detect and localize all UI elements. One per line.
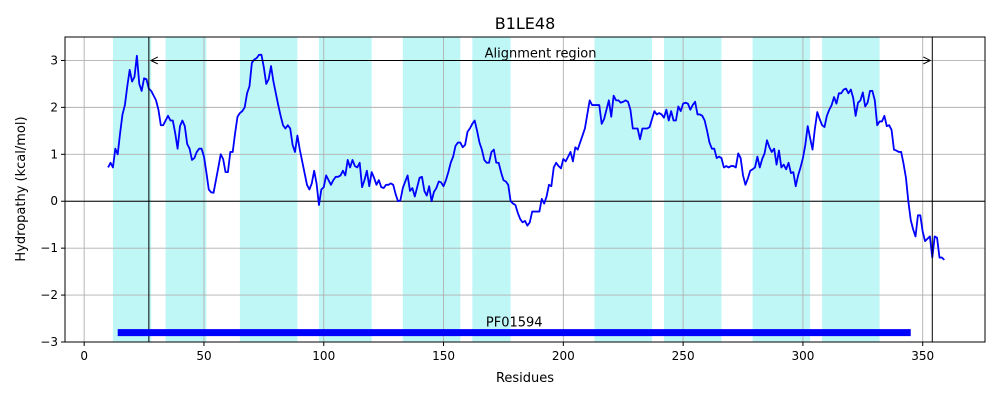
helix-region-4 bbox=[318, 37, 372, 342]
domain-label: PF01594 bbox=[486, 316, 543, 331]
x-axis-ticks: 0 50 100 150 200 250 300 350 bbox=[80, 342, 934, 363]
y-tick-label: 0 bbox=[50, 194, 58, 208]
helix-region-8 bbox=[663, 37, 722, 342]
alignment-region: Alignment region bbox=[148, 37, 933, 342]
x-tick-label: 50 bbox=[196, 349, 211, 363]
helix-region-2 bbox=[165, 37, 207, 342]
x-tick-label: 0 bbox=[80, 349, 88, 363]
alignment-arrow-head-left bbox=[149, 56, 159, 65]
helix-region-6 bbox=[472, 37, 511, 342]
helix-region-9 bbox=[752, 37, 811, 342]
y-tick-label: −3 bbox=[40, 335, 58, 349]
helix-region-7 bbox=[594, 37, 652, 342]
y-axis-ticks: −3 −2 −1 0 1 2 3 bbox=[40, 53, 65, 349]
helix-regions bbox=[112, 37, 880, 342]
y-tick-label: 2 bbox=[50, 100, 58, 114]
domain-annotation: PF01594 bbox=[117, 316, 911, 337]
y-tick-label: −1 bbox=[40, 241, 58, 255]
alignment-arrow-head-right bbox=[923, 56, 932, 65]
y-axis-label: Hydropathy (kcal/mol) bbox=[14, 116, 29, 261]
chart-title: B1LE48 bbox=[495, 14, 556, 33]
helix-region-3 bbox=[239, 37, 298, 342]
x-tick-label: 200 bbox=[552, 349, 575, 363]
helix-region-1 bbox=[112, 37, 152, 342]
y-tick-label: 3 bbox=[50, 53, 58, 67]
alignment-region-label: Alignment region bbox=[485, 46, 597, 61]
plot-frame bbox=[64, 36, 986, 343]
x-tick-label: 350 bbox=[911, 349, 934, 363]
x-tick-label: 100 bbox=[312, 349, 335, 363]
x-tick-label: 300 bbox=[791, 349, 814, 363]
helix-region-10 bbox=[822, 37, 880, 342]
x-axis-label: Residues bbox=[496, 371, 554, 386]
y-tick-label: 1 bbox=[50, 147, 58, 161]
domain-bar bbox=[117, 329, 911, 337]
hydropathy-series-line bbox=[107, 53, 945, 261]
x-tick-label: 150 bbox=[432, 349, 455, 363]
x-tick-label: 250 bbox=[672, 349, 695, 363]
y-tick-label: −2 bbox=[40, 288, 58, 302]
